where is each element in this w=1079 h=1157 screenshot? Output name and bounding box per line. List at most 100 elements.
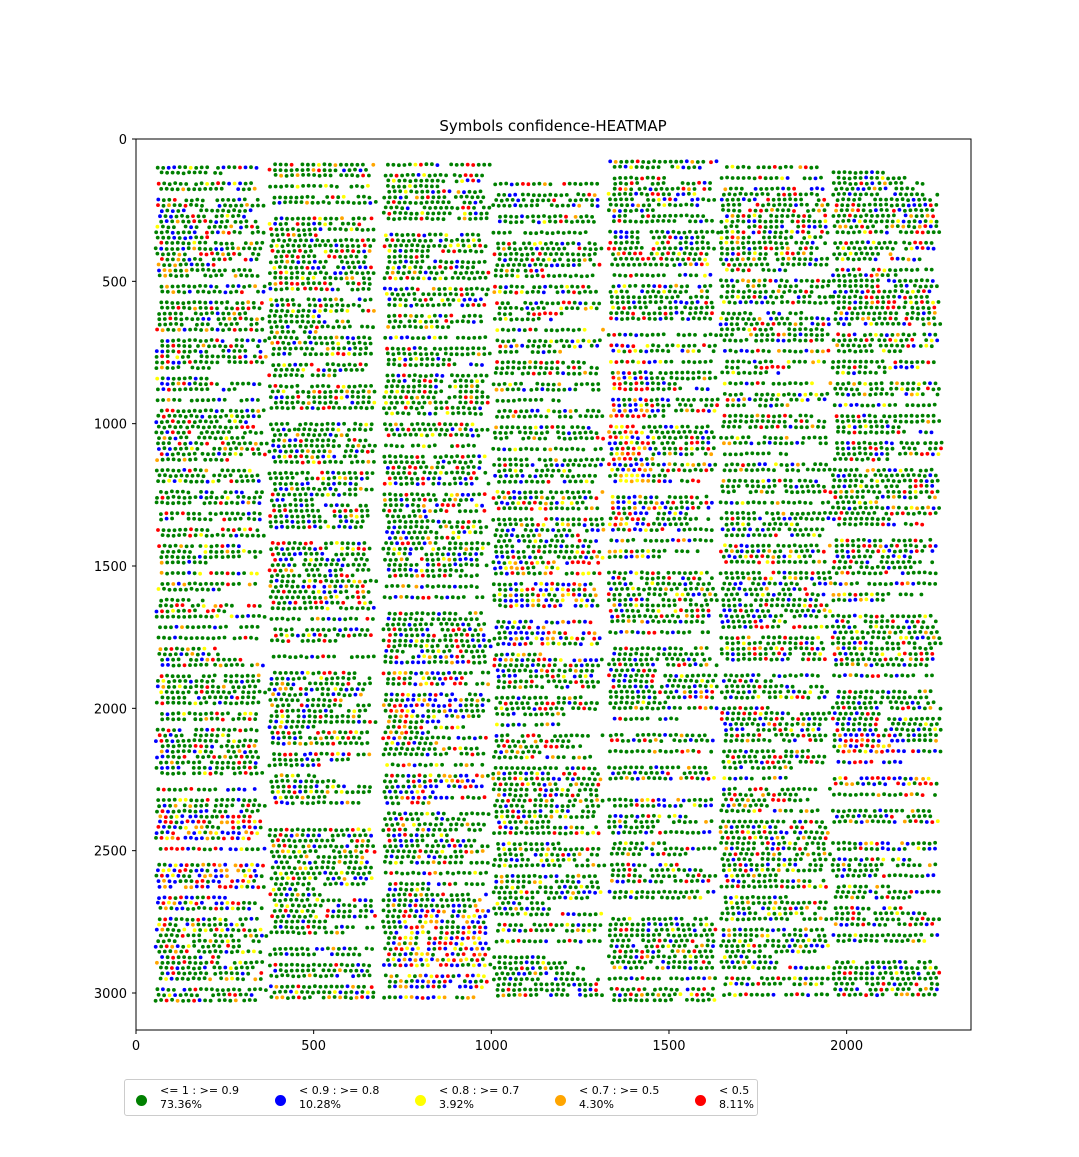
scatter-point [275,730,280,735]
scatter-point [183,236,188,241]
scatter-point [318,562,323,567]
scatter-point [359,471,364,476]
scatter-point [332,481,336,486]
scatter-point [208,517,213,522]
scatter-point [470,433,475,438]
scatter-point [471,465,476,469]
scatter-point [197,760,202,765]
scatter-point [421,276,426,281]
scatter-point [206,317,211,321]
scatter-point [401,384,405,389]
scatter-point [287,552,292,557]
scatter-point [188,987,192,992]
scatter-point [447,482,452,486]
scatter-point [194,798,199,803]
scatter-point [173,652,178,656]
scatter-point [352,384,357,389]
scatter-point [466,493,471,497]
scatter-point [164,597,169,602]
scatter-point [273,882,278,886]
scatter-point [431,286,436,291]
scatter-point [320,779,325,784]
scatter-point [253,901,257,906]
scatter-point [451,298,456,302]
scatter-point [285,904,290,909]
scatter-point [306,638,310,643]
scatter-point [426,476,431,481]
scatter-point [213,662,218,667]
scatter-point [443,266,448,270]
scatter-point [361,308,365,313]
scatter-point [480,287,485,292]
scatter-point [206,652,211,657]
scatter-point [354,557,358,562]
scatter-point [249,771,254,776]
scatter-point [470,232,475,237]
scatter-point [252,690,256,694]
scatter-point [349,968,353,973]
scatter-point [396,471,401,476]
scatter-point [280,579,285,584]
scatter-point [429,324,434,329]
scatter-point [212,289,217,294]
scatter-point [353,471,357,475]
scatter-point [444,260,449,265]
scatter-point [171,501,176,506]
scatter-point [214,901,219,906]
scatter-point [450,205,454,210]
scatter-point [177,755,181,760]
scatter-point [289,946,293,951]
scatter-point [226,198,231,202]
scatter-point [236,284,241,288]
scatter-point [315,947,319,951]
scatter-point [483,275,488,280]
scatter-point [165,344,170,348]
scatter-point [163,214,168,219]
scatter-point [182,327,187,332]
scatter-point [480,503,484,508]
scatter-point [357,563,361,567]
scatter-point [300,946,304,951]
scatter-point [360,228,365,232]
scatter-point [360,584,365,588]
scatter-point [168,316,173,321]
scatter-point [220,468,225,473]
scatter-point [482,454,487,459]
scatter-point [415,195,419,200]
scatter-point [273,275,277,280]
scatter-point [260,316,265,321]
scatter-point [416,276,421,280]
scatter-point [317,314,321,319]
scatter-point [204,803,209,808]
scatter-point [188,327,193,332]
scatter-point [283,671,288,675]
scatter-point [204,581,208,586]
scatter-point [244,420,248,425]
scatter-point [466,336,471,340]
scatter-point [275,233,280,238]
scatter-point [209,738,213,743]
scatter-point [321,855,326,859]
scatter-point [438,173,443,177]
scatter-point [367,389,371,394]
scatter-point [155,376,160,381]
scatter-point [289,481,294,486]
scatter-point [320,865,325,870]
scatter-point [193,955,198,960]
scatter-point [197,512,202,516]
scatter-point [303,915,307,919]
scatter-point [449,265,453,270]
scatter-point [317,833,321,838]
scatter-point [381,546,386,551]
scatter-point [342,903,346,907]
scatter-point [476,179,481,183]
scatter-point [238,728,243,733]
scatter-point [362,281,367,285]
scatter-point [165,354,170,359]
scatter-point [422,389,427,394]
scatter-point [172,528,177,533]
scatter-point [250,885,255,889]
scatter-point [455,206,460,211]
scatter-point [235,696,240,700]
scatter-point [315,492,319,497]
